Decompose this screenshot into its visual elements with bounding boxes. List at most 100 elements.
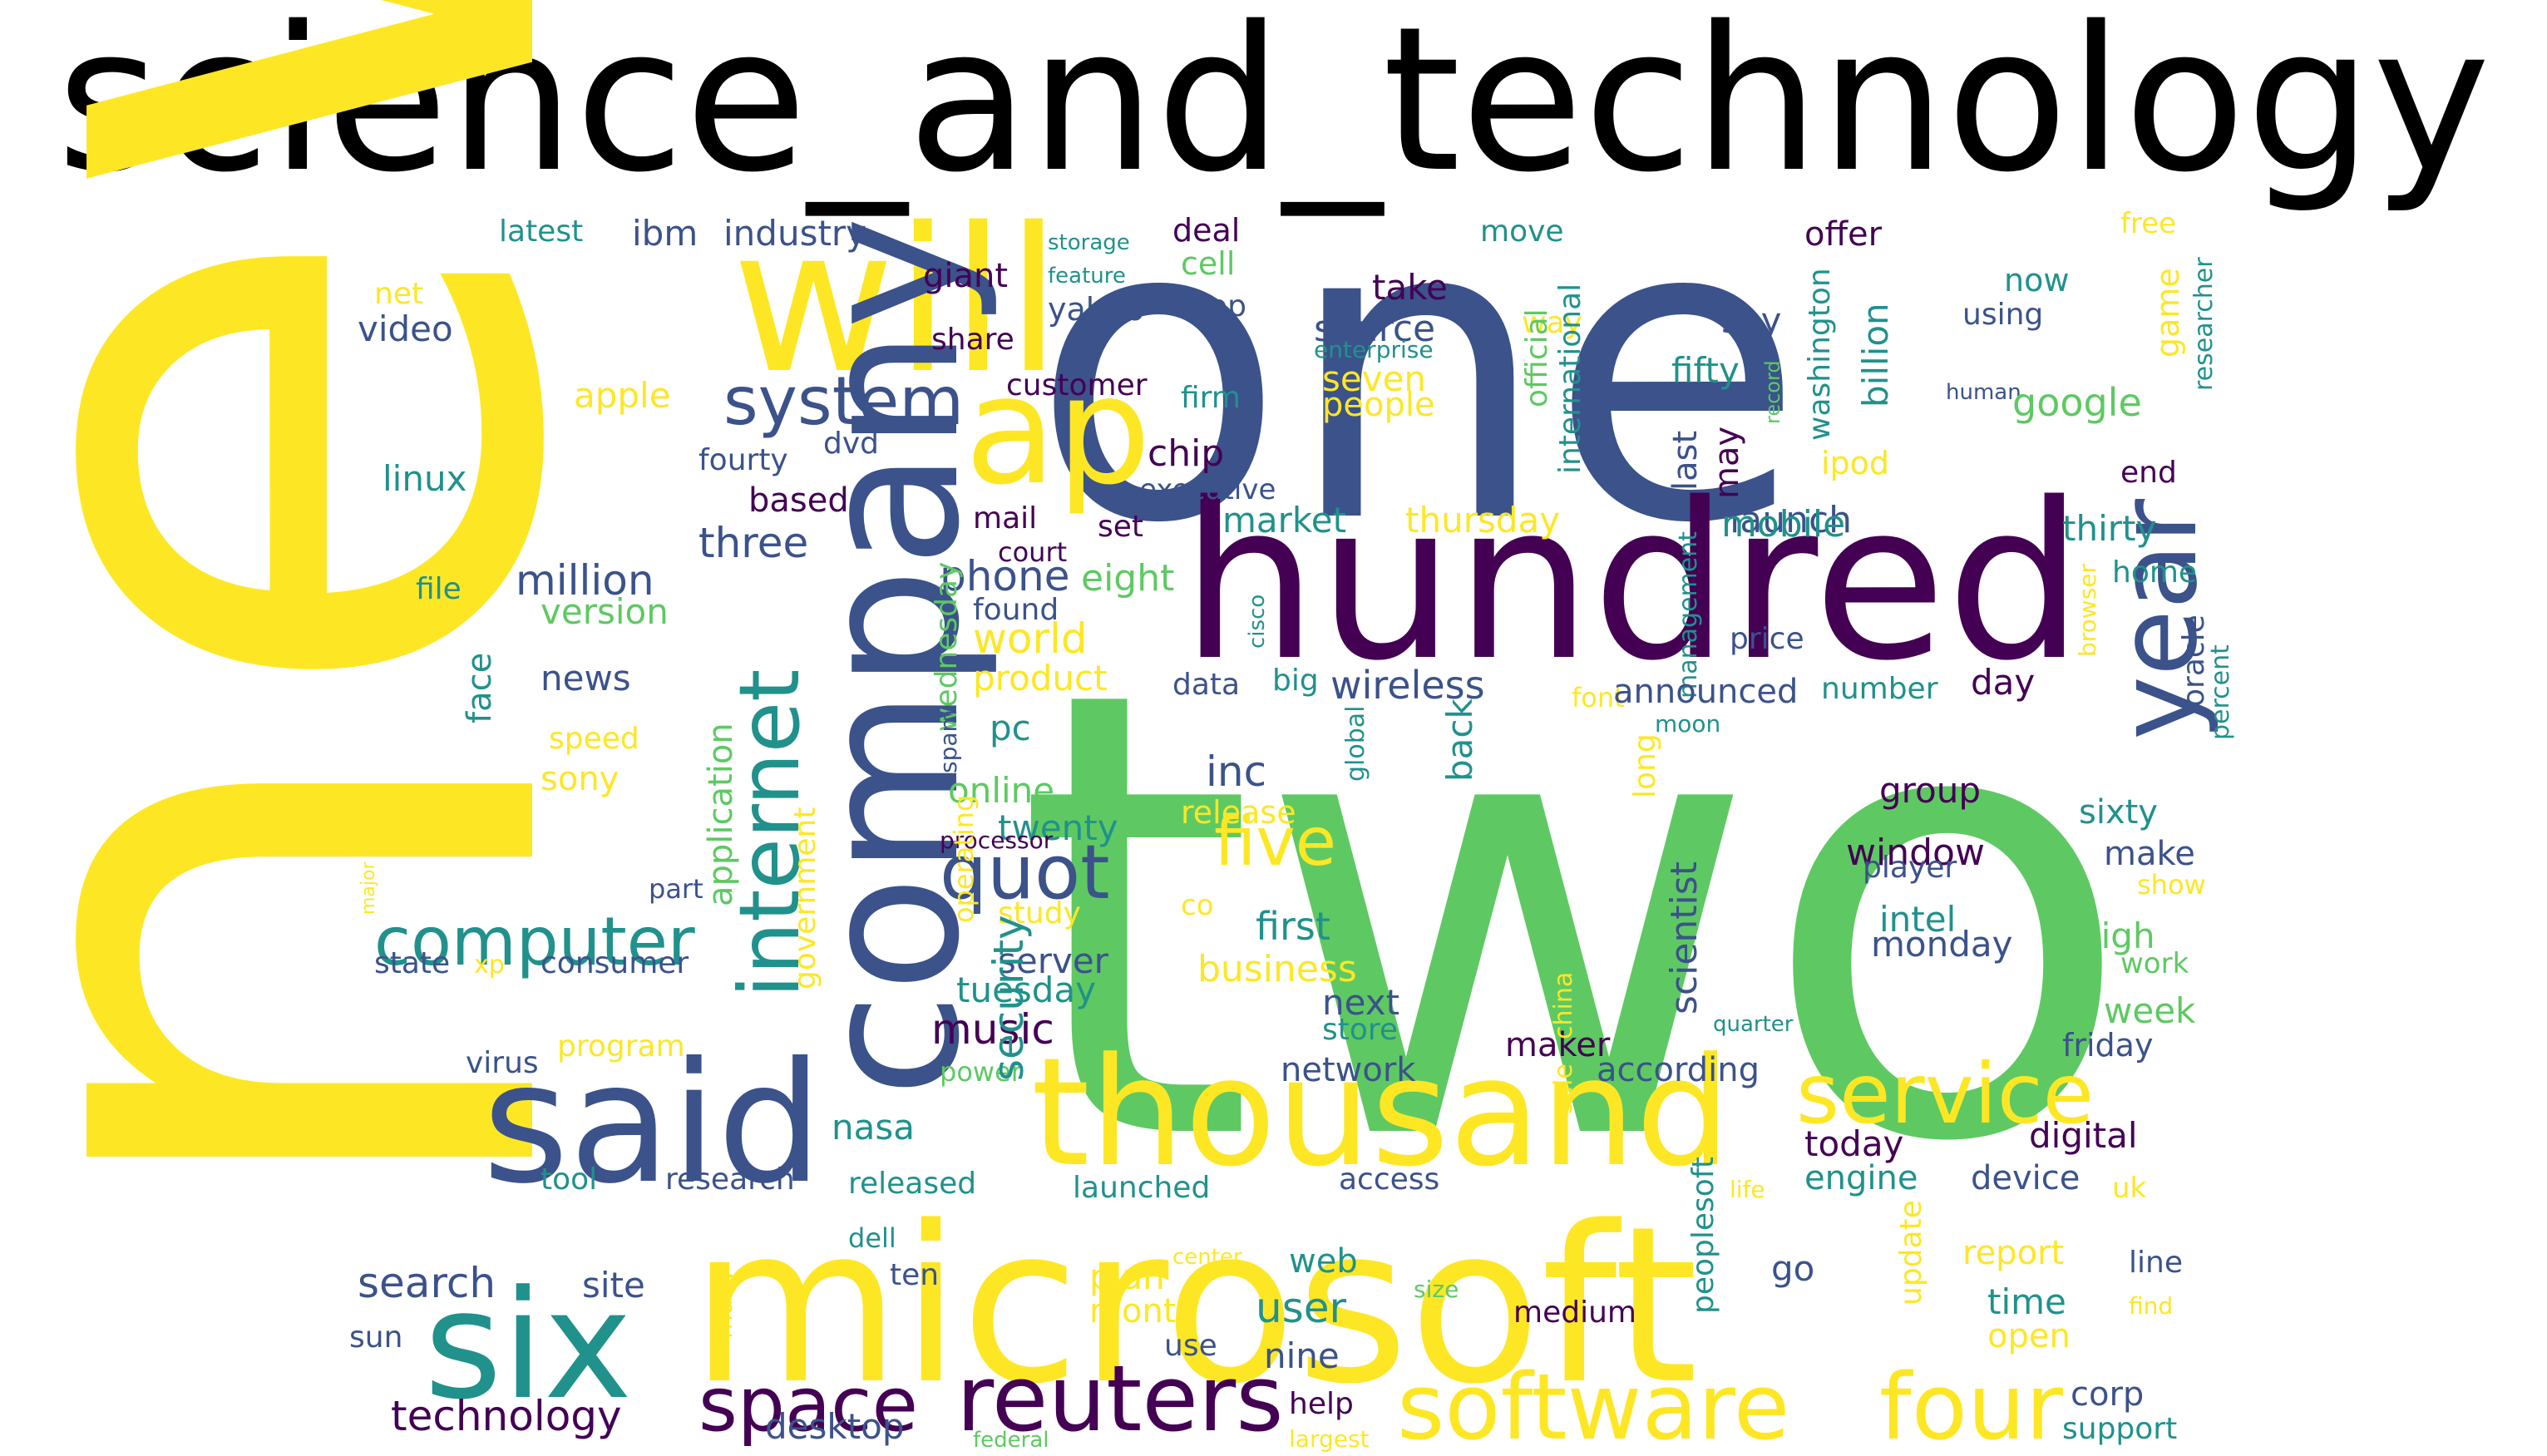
word-window: window bbox=[1846, 832, 1985, 874]
word-firm: firm bbox=[1181, 381, 1241, 415]
word-company: company bbox=[780, 216, 1002, 1098]
word-industry: industry bbox=[723, 213, 866, 254]
word-top: top bbox=[1197, 289, 1246, 323]
word-game: game bbox=[2150, 268, 2186, 358]
word-service: service bbox=[1796, 1045, 2094, 1143]
word-management: management bbox=[1674, 531, 1703, 698]
word-oracle: oracle bbox=[2177, 614, 2211, 707]
word-make: make bbox=[2104, 835, 2195, 873]
word-long: long bbox=[1628, 733, 1662, 798]
word-mail: mail bbox=[973, 501, 1037, 536]
word-size: size bbox=[1414, 1276, 1459, 1303]
word-human: human bbox=[1946, 380, 2021, 405]
word-offer: offer bbox=[1804, 215, 1883, 254]
word-ap: ap bbox=[965, 344, 1152, 518]
word-executive: executive bbox=[1139, 473, 1276, 506]
word-corp: corp bbox=[2071, 1375, 2144, 1414]
word-san: san bbox=[432, 1098, 480, 1129]
word-browser: browser bbox=[2074, 563, 2101, 657]
word-washington: washington bbox=[1803, 268, 1837, 441]
word-largest: largest bbox=[1289, 1425, 1370, 1453]
word-face: face bbox=[461, 653, 499, 723]
word-may: may bbox=[1708, 427, 1746, 499]
word-work: work bbox=[2120, 947, 2189, 980]
word-time: time bbox=[1987, 1281, 2066, 1322]
word-uk: uk bbox=[2112, 1172, 2147, 1205]
word-chip: chip bbox=[1148, 432, 1224, 475]
word-four: four bbox=[1879, 1354, 2064, 1456]
word-google: google bbox=[2012, 380, 2142, 425]
word-share: share bbox=[931, 323, 1014, 357]
word-technology: technology bbox=[391, 1392, 622, 1440]
word-end: end bbox=[2120, 456, 2177, 490]
word-seven: seven bbox=[1322, 358, 1426, 399]
word-sixty: sixty bbox=[2079, 793, 2158, 832]
word-operating: operating bbox=[948, 795, 980, 923]
word-engine: engine bbox=[1804, 1159, 1918, 1197]
word-week: week bbox=[2104, 990, 2196, 1031]
word-program: program bbox=[557, 1029, 685, 1064]
word-report: report bbox=[1962, 1234, 2064, 1272]
word-sun: sun bbox=[349, 1320, 402, 1355]
word-thousand: thousand bbox=[1031, 1026, 1730, 1200]
word-apple: apple bbox=[574, 375, 671, 416]
word-spam: spam bbox=[935, 709, 962, 773]
word-source: source bbox=[1314, 308, 1435, 350]
word-launched: launched bbox=[1073, 1171, 1210, 1205]
word-set: set bbox=[1098, 510, 1143, 544]
word-price: price bbox=[1730, 622, 1804, 656]
word-tool: tool bbox=[540, 1162, 597, 1197]
word-government: government bbox=[788, 807, 822, 990]
word-reuters: reuters bbox=[956, 1345, 1284, 1452]
word-medium: medium bbox=[1513, 1296, 1636, 1330]
word-six: six bbox=[424, 1259, 632, 1433]
word-virus: virus bbox=[466, 1046, 539, 1080]
word-eight: eight bbox=[1081, 557, 1174, 600]
word-three: three bbox=[698, 519, 808, 567]
word-high: high bbox=[2079, 916, 2155, 956]
word-net: net bbox=[374, 277, 423, 311]
word-according: according bbox=[1597, 1051, 1760, 1089]
word-million: million bbox=[516, 556, 654, 605]
word-plan: plan bbox=[1089, 1256, 1165, 1297]
word-deal: deal bbox=[1172, 212, 1240, 249]
word-big: big bbox=[1272, 664, 1319, 698]
word-power: power bbox=[940, 1056, 1023, 1088]
word-international: international bbox=[1553, 284, 1587, 474]
word-business: business bbox=[1197, 948, 1357, 990]
word-network: network bbox=[1281, 1051, 1416, 1089]
word-take: take bbox=[1372, 267, 1448, 308]
word-federal: federal bbox=[973, 1428, 1049, 1453]
word-global: global bbox=[1341, 706, 1370, 782]
word-storage: storage bbox=[1048, 230, 1130, 255]
word-phone: phone bbox=[940, 552, 1069, 600]
word-last: last bbox=[1666, 431, 1705, 491]
word-customer: customer bbox=[1006, 368, 1148, 402]
word-sony: sony bbox=[540, 760, 619, 798]
word-year: year bbox=[2095, 498, 2221, 740]
word-use: use bbox=[1164, 1329, 1217, 1363]
word-market: market bbox=[1222, 500, 1346, 540]
word-desktop: desktop bbox=[765, 1406, 905, 1447]
word-application: application bbox=[702, 723, 740, 906]
word-court: court bbox=[998, 536, 1067, 568]
word-news: news bbox=[540, 658, 631, 698]
word-one: one bbox=[1031, 130, 1804, 614]
word-device: device bbox=[1971, 1159, 2080, 1197]
word-study: study bbox=[998, 896, 1081, 930]
chart-title: science_and_technology bbox=[56, 0, 2491, 216]
word-speed: speed bbox=[549, 722, 639, 756]
word-moon: moon bbox=[1655, 710, 1720, 738]
word-announced: announced bbox=[1613, 673, 1798, 711]
word-intel: intel bbox=[1879, 899, 1956, 940]
word-open: open bbox=[1987, 1317, 2071, 1355]
word-xp: xp bbox=[474, 950, 505, 980]
word-ibm: ibm bbox=[632, 213, 698, 254]
word-wednesday: wednesday bbox=[930, 562, 964, 732]
word-twenty: twenty bbox=[998, 807, 1118, 848]
word-server: server bbox=[998, 940, 1109, 981]
word-go: go bbox=[1771, 1248, 1814, 1289]
word-user: user bbox=[1256, 1284, 1347, 1332]
word-people: people bbox=[1322, 386, 1435, 424]
